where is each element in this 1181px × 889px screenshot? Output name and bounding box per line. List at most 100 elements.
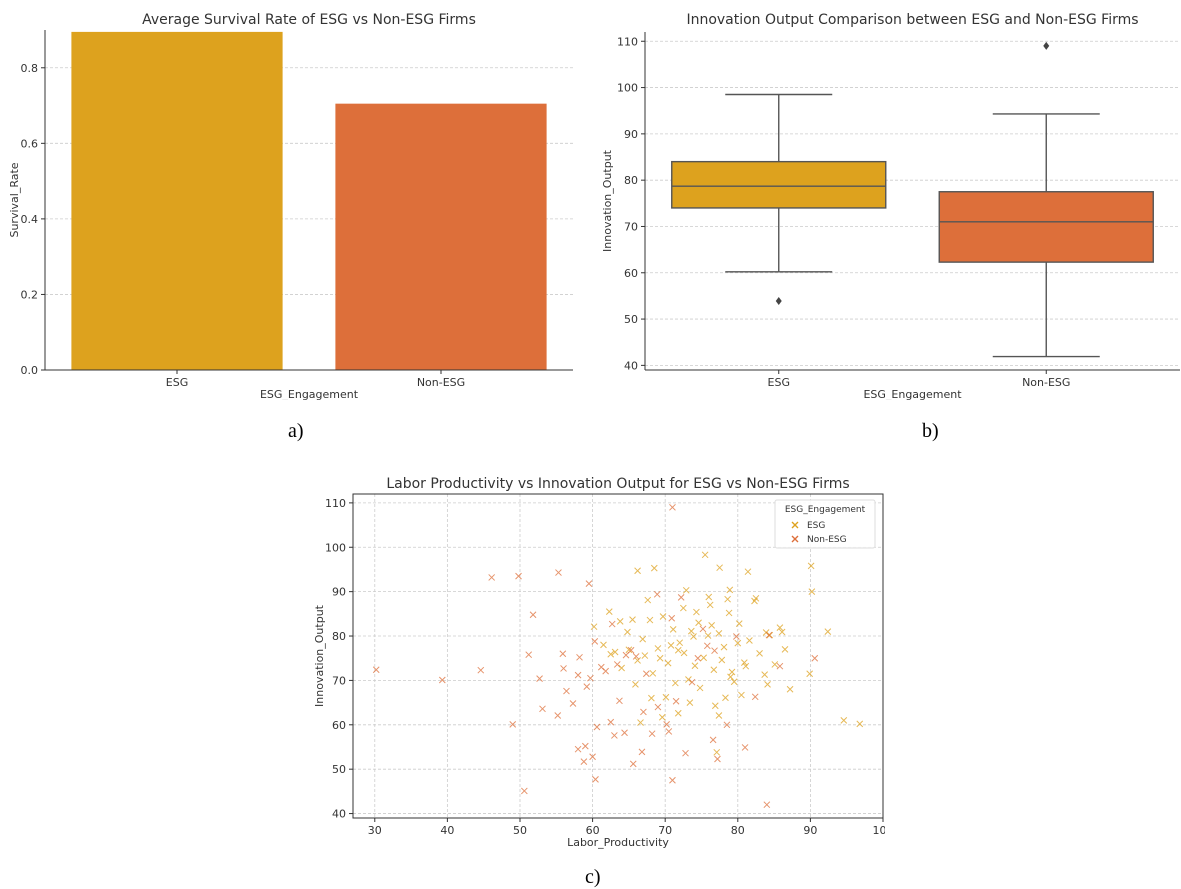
point-esg (676, 639, 684, 647)
point-esg (716, 564, 723, 572)
point-non-esg (642, 670, 650, 678)
point-esg (625, 646, 633, 654)
point-esg (629, 616, 636, 623)
point-esg (632, 681, 639, 688)
point-esg (649, 669, 657, 677)
legend-box (774, 499, 876, 549)
point-esg (639, 635, 647, 643)
point-esg (672, 679, 679, 687)
y-axis-title: Survival_Rate (8, 162, 21, 237)
point-non-esg (765, 631, 773, 639)
point-esg (691, 662, 699, 670)
chart-title: Average Survival Rate of ESG vs Non-ESG … (142, 12, 476, 28)
point-esg (674, 709, 682, 717)
point-esg (695, 619, 702, 627)
point-non-esg (714, 755, 721, 763)
point-non-esg (665, 728, 673, 735)
point-non-esg (583, 683, 591, 690)
point-non-esg (592, 776, 599, 783)
point-esg (708, 622, 716, 629)
point-esg (690, 633, 697, 640)
x-tick-label: Non-ESG (417, 376, 465, 389)
point-non-esg (699, 625, 707, 633)
box-non-esg (938, 191, 1154, 263)
point-non-esg (574, 671, 582, 679)
point-esg (728, 668, 736, 676)
point-esg (727, 673, 734, 681)
point-non-esg (621, 729, 628, 737)
point-non-esg (613, 661, 621, 668)
point-non-esg (591, 637, 599, 645)
y-tick-label: 40 (624, 359, 638, 372)
point-esg (685, 676, 692, 683)
point-esg (644, 596, 652, 604)
point-esg (735, 620, 743, 627)
point-non-esg (668, 614, 676, 622)
point-non-esg (554, 712, 562, 719)
point-esg (824, 628, 832, 635)
point-esg (752, 594, 760, 602)
point-esg (648, 694, 655, 702)
point-esg (674, 646, 682, 654)
y-tick-label: 110 (617, 35, 638, 48)
point-non-esg (372, 666, 380, 674)
y-tick-label: 50 (624, 313, 638, 326)
point-esg (611, 648, 619, 656)
legend-title: ESG_Engagement (785, 505, 866, 515)
point-esg (730, 678, 738, 686)
point-non-esg (654, 703, 662, 711)
point-non-esg (574, 745, 582, 753)
point-non-esg (555, 569, 562, 576)
point-non-esg (576, 653, 583, 661)
point-esg (618, 664, 625, 672)
point-non-esg (663, 720, 670, 728)
point-non-esg (616, 697, 623, 705)
point-non-esg (477, 666, 485, 674)
point-esg (808, 588, 816, 595)
point-esg (664, 659, 672, 667)
point-non-esg (669, 776, 676, 784)
point-esg (634, 657, 641, 664)
legend-marker-esg (791, 521, 799, 529)
point-esg (654, 645, 662, 652)
point-esg (656, 654, 664, 662)
x-tick-label: 100 (873, 824, 886, 837)
point-non-esg (741, 744, 749, 751)
point-esg (600, 641, 607, 649)
point-esg (766, 631, 774, 639)
point-esg (734, 639, 742, 647)
point-non-esg (587, 674, 594, 682)
caption-a: a) (288, 420, 304, 442)
point-non-esg (648, 730, 656, 738)
y-tick-label: 50 (332, 763, 346, 776)
point-esg (856, 720, 864, 728)
point-non-esg (488, 574, 496, 581)
y-tick-label: 60 (332, 719, 346, 732)
point-esg (686, 699, 694, 706)
point-esg (781, 645, 789, 653)
point-esg (776, 624, 784, 631)
point-esg (722, 694, 729, 702)
point-non-esg (688, 678, 696, 686)
point-esg (786, 685, 794, 693)
caption-c: c) (585, 866, 601, 888)
y-tick-label: 100 (617, 82, 638, 95)
point-esg (807, 562, 815, 570)
point-esg (693, 608, 700, 616)
point-non-esg (622, 651, 630, 659)
point-non-esg (529, 611, 537, 619)
point-esg (704, 632, 712, 639)
point-esg (624, 628, 631, 636)
point-non-esg (581, 742, 589, 750)
point-esg (711, 702, 719, 710)
point-esg (738, 691, 745, 699)
point-non-esg (563, 687, 570, 695)
point-esg (746, 637, 753, 644)
point-esg (778, 628, 786, 636)
point-non-esg (709, 736, 717, 744)
point-non-esg (669, 503, 676, 511)
point-non-esg (682, 749, 689, 757)
point-esg (715, 712, 723, 719)
point-esg (682, 586, 690, 594)
y-tick-label: 0.0 (21, 364, 39, 377)
